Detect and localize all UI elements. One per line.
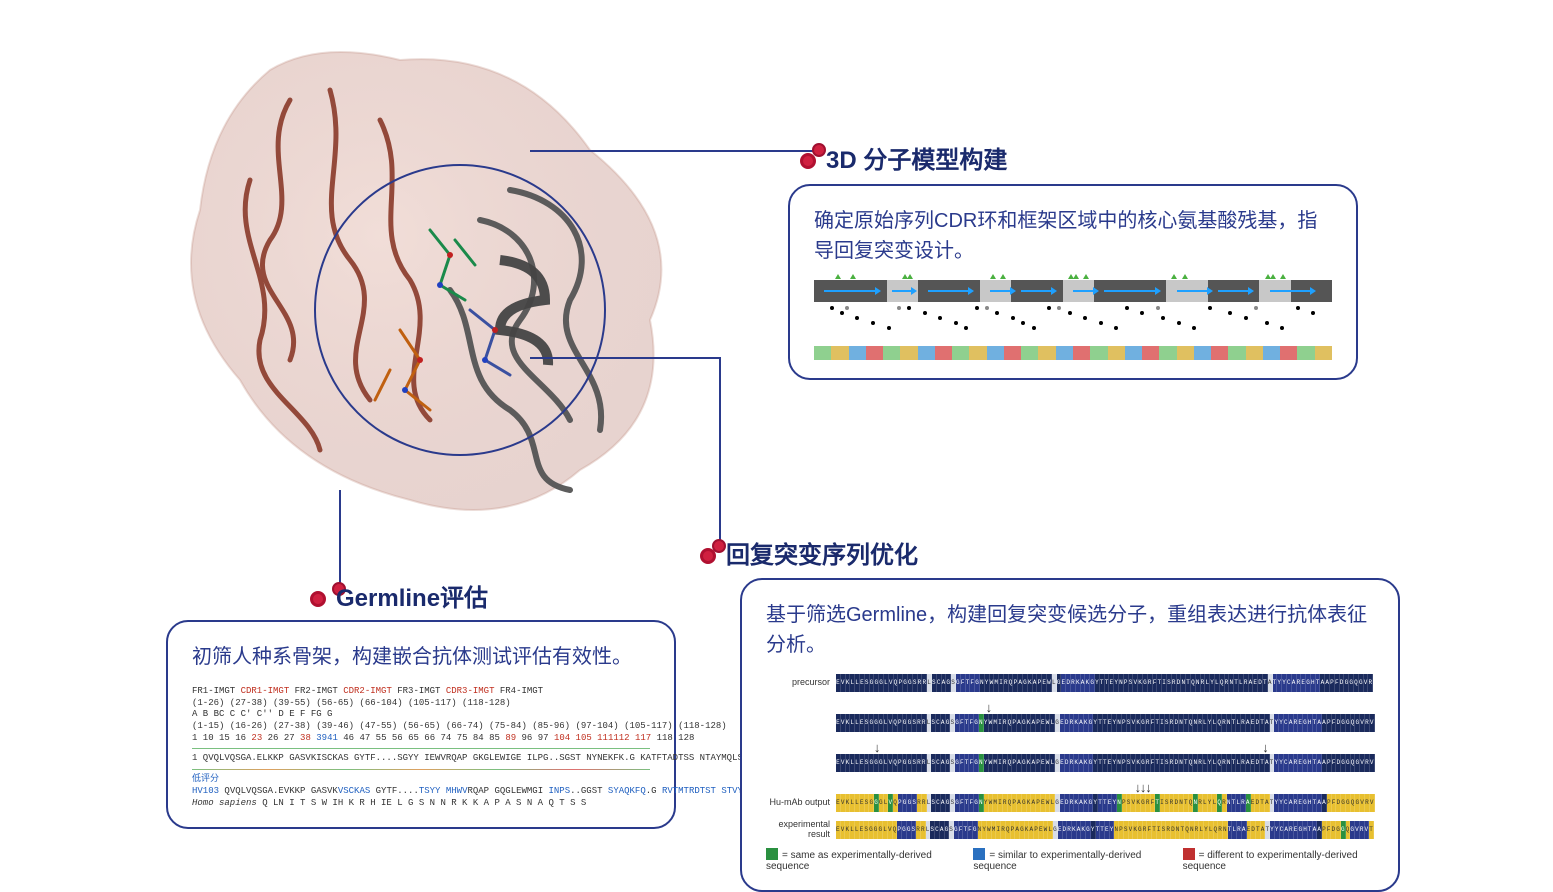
legend-similar: = similar to experimentally-derived sequ… — [973, 850, 1141, 872]
legend-same: = same as experimentally-derived sequenc… — [766, 850, 932, 872]
panel3-title-text: 回复突变序列优化 — [726, 542, 918, 569]
imgt-table: FR1-IMGT CDR1-IMGT FR2-IMGT CDR2-IMGT FR… — [192, 686, 650, 809]
panel1-box: 确定原始序列CDR环和框架区域中的核心氨基酸残基，指导回复突变设计。 — [788, 184, 1358, 380]
protein-structure — [150, 30, 710, 560]
panel3-legend: = same as experimentally-derived sequenc… — [766, 848, 1374, 872]
panel2-box: 初筛人种系骨架，构建嵌合抗体测试评估有效性。 FR1-IMGT CDR1-IMG… — [166, 620, 676, 829]
panel3-desc: 基于筛选Germline，构建回复突变候选分子，重组表达进行抗体表征分析。 — [766, 600, 1374, 660]
alignment-block: precursorEVKLLESGGGLVQPGGSRRLSCAGSGFTFGN… — [766, 674, 1374, 840]
panel3-box: 基于筛选Germline，构建回复突变候选分子，重组表达进行抗体表征分析。 pr… — [740, 578, 1400, 892]
connector-panel3-h — [530, 357, 720, 359]
panel2-title-text: Germline评估 — [336, 585, 488, 612]
connector-panel3-v — [719, 357, 721, 547]
connector-panel1-h — [530, 150, 820, 152]
panel2-title: Germline评估 — [310, 578, 488, 613]
panel1-sequence-strip — [814, 280, 1332, 360]
panel1-title-text: 3D 分子模型构建 — [826, 147, 1007, 174]
legend-diff: = different to experimentally-derived se… — [1183, 850, 1358, 872]
connector-panel2-v — [339, 490, 341, 590]
panel1-title: 3D 分子模型构建 — [800, 140, 1007, 175]
panel3-title: 回复突变序列优化 — [700, 535, 918, 570]
panel2-desc: 初筛人种系骨架，构建嵌合抗体测试评估有效性。 — [192, 642, 650, 672]
panel1-desc: 确定原始序列CDR环和框架区域中的核心氨基酸残基，指导回复突变设计。 — [814, 206, 1332, 266]
